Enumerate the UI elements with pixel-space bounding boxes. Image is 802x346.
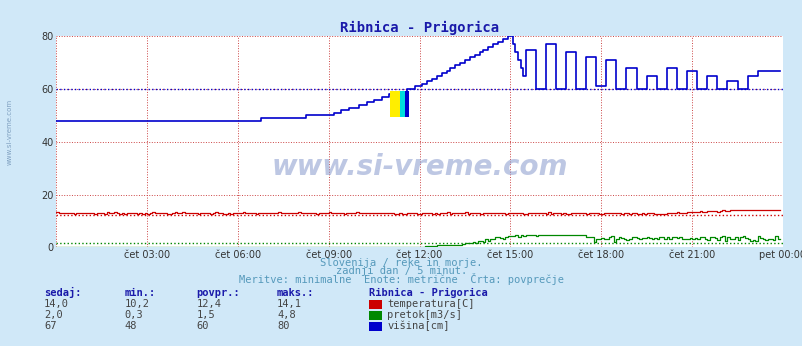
Text: višina[cm]: višina[cm] xyxy=(387,321,449,331)
Text: 67: 67 xyxy=(44,321,57,331)
Text: 1,5: 1,5 xyxy=(196,310,215,320)
Bar xyxy=(390,91,399,117)
Title: Ribnica - Prigorica: Ribnica - Prigorica xyxy=(339,21,499,35)
Text: povpr.:: povpr.: xyxy=(196,288,240,298)
Text: min.:: min.: xyxy=(124,288,156,298)
Text: 2,0: 2,0 xyxy=(44,310,63,320)
Bar xyxy=(399,91,404,117)
Text: 12,4: 12,4 xyxy=(196,299,221,309)
Text: 80: 80 xyxy=(277,321,290,331)
Text: 10,2: 10,2 xyxy=(124,299,149,309)
Text: 60: 60 xyxy=(196,321,209,331)
Text: 14,0: 14,0 xyxy=(44,299,69,309)
Text: www.si-vreme.com: www.si-vreme.com xyxy=(271,153,567,181)
Text: 4,8: 4,8 xyxy=(277,310,295,320)
Text: pretok[m3/s]: pretok[m3/s] xyxy=(387,310,461,320)
Text: 48: 48 xyxy=(124,321,137,331)
Text: Meritve: minimalne  Enote: metrične  Črta: povprečje: Meritve: minimalne Enote: metrične Črta:… xyxy=(239,273,563,285)
Text: Ribnica - Prigorica: Ribnica - Prigorica xyxy=(369,288,488,298)
Text: 14,1: 14,1 xyxy=(277,299,302,309)
Text: zadnji dan / 5 minut.: zadnji dan / 5 minut. xyxy=(335,266,467,276)
Text: sedaj:: sedaj: xyxy=(44,287,82,298)
Text: maks.:: maks.: xyxy=(277,288,314,298)
Bar xyxy=(404,91,408,117)
Text: www.si-vreme.com: www.si-vreme.com xyxy=(6,98,13,165)
Text: Slovenija / reke in morje.: Slovenija / reke in morje. xyxy=(320,258,482,268)
Text: temperatura[C]: temperatura[C] xyxy=(387,299,474,309)
Text: 0,3: 0,3 xyxy=(124,310,143,320)
